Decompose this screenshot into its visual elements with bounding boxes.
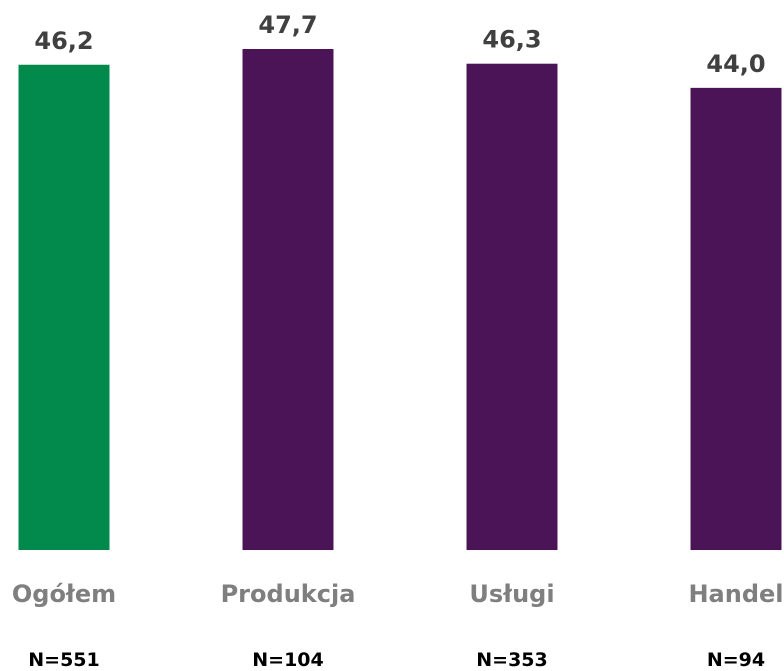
bar-4 bbox=[690, 87, 782, 550]
data-label-4: 44,0 bbox=[706, 50, 765, 78]
bar-1 bbox=[18, 64, 110, 551]
data-label-3: 46,3 bbox=[482, 26, 541, 54]
data-label-2: 47,7 bbox=[258, 11, 317, 39]
bar-2 bbox=[242, 49, 334, 550]
category-label-3: Usługi bbox=[469, 580, 554, 608]
sample-size-label-3: N=353 bbox=[476, 649, 547, 671]
data-label-1: 46,2 bbox=[34, 27, 93, 55]
category-label-2: Produkcja bbox=[221, 580, 356, 608]
sample-size-label-1: N=551 bbox=[28, 649, 99, 671]
sample-size-label-2: N=104 bbox=[252, 649, 323, 671]
category-label-4: Handel bbox=[688, 580, 783, 608]
sample-size-label-4: N=94 bbox=[707, 649, 765, 671]
bar-3 bbox=[466, 63, 558, 550]
category-label-1: Ogółem bbox=[12, 580, 116, 608]
